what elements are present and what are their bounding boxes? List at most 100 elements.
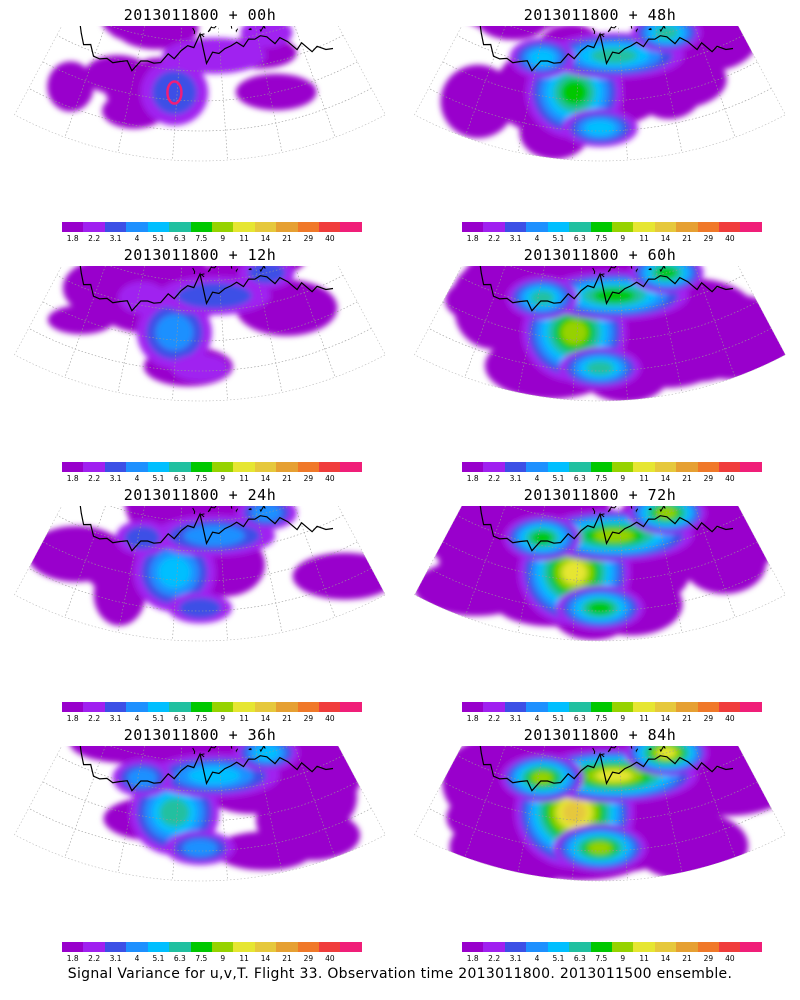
- colorbar-tick-label: 9: [220, 714, 226, 723]
- colorbar-swatch: [547, 942, 570, 952]
- colorbar-swatch: [233, 222, 255, 232]
- island-outline: [611, 266, 619, 269]
- island-outline: [230, 266, 236, 269]
- colorbar-swatch: [104, 222, 127, 232]
- island-outline: [659, 746, 665, 753]
- colorbar-swatch: [190, 702, 212, 712]
- forecast-panel: 2013011800 + 00h 1.8 2.2 3.1 4 5.1 6.3 7.5 9 11 14…: [0, 0, 400, 245]
- colorbar-swatch: [526, 222, 548, 232]
- colorbar-swatch: [504, 222, 527, 232]
- colorbar-swatch: [547, 222, 570, 232]
- colorbar-tick-label: 11: [639, 234, 649, 243]
- colorbar-tick-label: 29: [303, 234, 314, 243]
- colorbar-tick-label: 6.3: [173, 234, 186, 243]
- colorbar-swatch: [83, 942, 105, 952]
- colorbar-swatch: [190, 942, 212, 952]
- colorbar-swatch: [676, 942, 698, 952]
- colorbar-tick-label: 9: [620, 954, 626, 963]
- colorbar-tick-label: 14: [260, 234, 271, 243]
- colorbar-tick-label: 6.3: [573, 234, 586, 243]
- colorbar-swatch: [126, 462, 148, 472]
- colorbar-tick-label: 3.1: [509, 234, 522, 243]
- colorbar-swatch: [483, 462, 505, 472]
- colorbar-tick-label: 9: [620, 474, 626, 483]
- island-outline: [207, 26, 213, 33]
- island-outline: [261, 266, 266, 269]
- variance-contour: [157, 556, 191, 589]
- variance-contour: [155, 314, 194, 351]
- variance-contour: [178, 597, 222, 619]
- figure-caption: Signal Variance for u,v,T. Flight 33. Ob…: [67, 966, 733, 982]
- colorbar-swatch: [254, 702, 277, 712]
- variance-region: [47, 61, 94, 112]
- variance-contour: [594, 529, 634, 543]
- colorbar-tick-label: 9: [620, 714, 626, 723]
- island-outline: [599, 273, 605, 278]
- colorbar-swatch: [340, 702, 362, 712]
- colorbar-tick-label: 21: [682, 474, 692, 483]
- colorbar-tick-label: 3.1: [109, 714, 122, 723]
- island-outline: [235, 508, 239, 513]
- colorbar-tick-label: 1.8: [66, 234, 79, 243]
- variance-region: [27, 526, 127, 582]
- colorbar-tick-label: 2.2: [88, 474, 101, 483]
- island-outline: [211, 506, 219, 509]
- colorbar-swatch: [654, 702, 677, 712]
- colorbar-tick-label: 29: [303, 474, 314, 483]
- colorbar-swatch: [276, 222, 298, 232]
- colorbar-swatch: [697, 462, 720, 472]
- variance-contour: [176, 282, 252, 309]
- colorbar-swatch: [569, 222, 591, 232]
- variance-contour: [183, 525, 245, 546]
- island-outline: [211, 746, 219, 749]
- colorbar-tick-label: 14: [660, 954, 671, 963]
- colorbar-swatch: [462, 222, 484, 232]
- colorbar-tick-label: 14: [260, 714, 271, 723]
- island-outline: [635, 748, 639, 753]
- colorbar-tick-label: 40: [725, 954, 735, 963]
- island-outline: [635, 508, 639, 513]
- colorbar-tick-label: 5.1: [152, 714, 165, 723]
- colorbar-swatch: [547, 462, 570, 472]
- colorbar: [62, 942, 362, 952]
- island-outline: [235, 28, 239, 33]
- variance-region: [215, 831, 314, 871]
- map-border: [414, 26, 786, 162]
- island-outline: [592, 27, 596, 35]
- panel-title: 2013011800 + 36h: [123, 726, 277, 744]
- colorbar-tick-label: 9: [220, 954, 226, 963]
- island-outline: [592, 267, 596, 275]
- island-outline: [630, 506, 636, 509]
- island-outline: [592, 507, 596, 515]
- island-outline: [259, 506, 265, 513]
- colorbar-tick-label: 1.8: [466, 474, 479, 483]
- coastline: [79, 26, 334, 72]
- colorbar-swatch: [319, 462, 341, 472]
- island-outline: [261, 506, 266, 509]
- colorbar-swatch: [719, 462, 741, 472]
- variance-map: [14, 26, 386, 162]
- graticule: [428, 266, 772, 401]
- variance-contour: [124, 526, 160, 550]
- colorbar: [62, 462, 362, 472]
- colorbar-tick-label: 29: [703, 474, 714, 483]
- colorbar-swatch: [633, 702, 655, 712]
- island-outline: [635, 268, 639, 273]
- island-outline: [611, 506, 619, 509]
- colorbar-swatch: [211, 462, 234, 472]
- colorbar-swatch: [83, 462, 105, 472]
- colorbar-swatch: [483, 942, 505, 952]
- variance-region: [292, 552, 386, 600]
- forecast-panel: 2013011800 + 60h 1.8 2.2 3.1 4 5.1 6.3 7.5 9 11 14…: [400, 240, 800, 485]
- colorbar-swatch: [169, 702, 191, 712]
- colorbar-tick-label: 2.2: [88, 714, 101, 723]
- colorbar-tick-label: 3.1: [509, 954, 522, 963]
- island-outline: [592, 747, 596, 755]
- colorbar-swatch: [611, 942, 634, 952]
- colorbar-tick-label: 21: [282, 954, 292, 963]
- variance-contour: [595, 769, 633, 782]
- colorbar-tick-label: 1.8: [466, 234, 479, 243]
- colorbar-tick-label: 9: [220, 234, 226, 243]
- colorbar-tick-label: 2.2: [488, 714, 501, 723]
- colorbar-swatch: [504, 702, 527, 712]
